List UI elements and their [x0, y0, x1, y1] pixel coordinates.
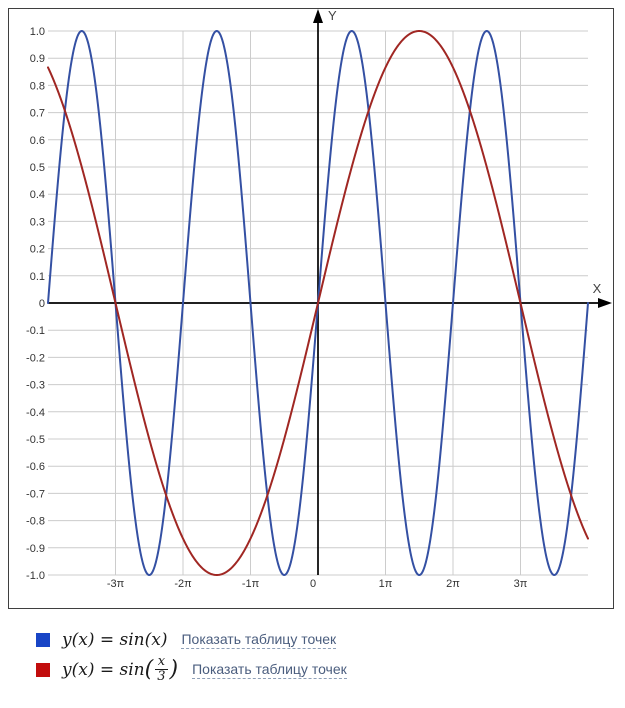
y-tick-label: -0.5	[26, 434, 45, 446]
series-formula: y(x) = sin(x) ( )	[62, 630, 167, 650]
y-tick-label: 0.9	[30, 53, 45, 65]
y-tick-label: -0.4	[26, 407, 45, 419]
y-tick-label: 0.7	[30, 108, 45, 120]
y-tick-label: -0.7	[26, 488, 45, 500]
fraction-open-paren: (	[144, 656, 154, 682]
y-tick-label: 0.5	[30, 162, 45, 174]
y-tick-label: 0.3	[30, 216, 45, 228]
fraction-close-paren: )	[169, 656, 179, 682]
legend: y(x) = sin(x) ( ) Показать таблицу точек…	[36, 630, 625, 685]
y-tick-label: -1.0	[26, 570, 45, 582]
x-tick-label: -1π	[242, 578, 260, 590]
y-tick-label: 0	[39, 298, 45, 310]
plot-frame	[8, 8, 614, 609]
y-tick-label: -0.1	[26, 325, 45, 337]
x-tick-label: 3π	[514, 578, 528, 590]
y-tick-label: 0.2	[30, 244, 45, 256]
series-color-swatch-icon	[36, 662, 50, 677]
y-tick-label: 0.4	[30, 189, 45, 201]
x-tick-label: 1π	[379, 578, 393, 590]
y-tick-label: 1.0	[30, 26, 45, 38]
curve-y-x-sin-x-3-	[47, 30, 589, 576]
y-tick-label: 0.8	[30, 80, 45, 92]
formula-fraction: x 3	[154, 654, 169, 685]
x-tick-label: 0	[310, 578, 316, 590]
series-color-swatch-icon	[36, 633, 50, 647]
formula-prefix: y(x) = sin	[62, 659, 145, 680]
fraction-denominator: 3	[157, 669, 166, 685]
series-formula: y(x) = sin ( x 3 )	[62, 654, 179, 685]
y-tick-label: 0.6	[30, 135, 45, 147]
show-points-table-link[interactable]: Показать таблицу точек	[181, 631, 337, 649]
x-tick-label: -2π	[174, 578, 192, 590]
y-tick-label: -0.3	[26, 380, 45, 392]
x-tick-label: 2π	[446, 578, 460, 590]
y-axis-arrow-icon	[313, 9, 323, 23]
y-tick-label: -0.8	[26, 516, 45, 528]
x-axis-arrow-icon	[598, 298, 612, 308]
y-axis-label: Y	[328, 8, 337, 23]
legend-row: y(x) = sin(x) ( ) Показать таблицу точек	[36, 630, 625, 650]
y-tick-label: -0.9	[26, 543, 45, 555]
show-points-table-link[interactable]: Показать таблицу точек	[192, 660, 347, 679]
function-plot-svg: X Y 1.0 0.9 0.8 0.7 0.6 0.5 0.4 0.3 0.2 0.1 0 -0.1 -0.…	[8, 8, 614, 609]
y-tick-label: 0.1	[30, 271, 45, 283]
y-tick-label: -0.2	[26, 352, 45, 364]
y-tick-label: -0.6	[26, 461, 45, 473]
formula-prefix: y(x) = sin(x)	[62, 630, 168, 650]
plot-area: X Y 1.0 0.9 0.8 0.7 0.6 0.5 0.4 0.3 0.2 0.1 0 -0.1 -0.…	[8, 8, 614, 609]
fraction-numerator: x	[154, 654, 169, 671]
legend-row: y(x) = sin ( x 3 ) Показать таблицу точе…	[36, 654, 625, 685]
x-axis-label: X	[593, 281, 602, 296]
x-tick-label: -3π	[107, 578, 125, 590]
